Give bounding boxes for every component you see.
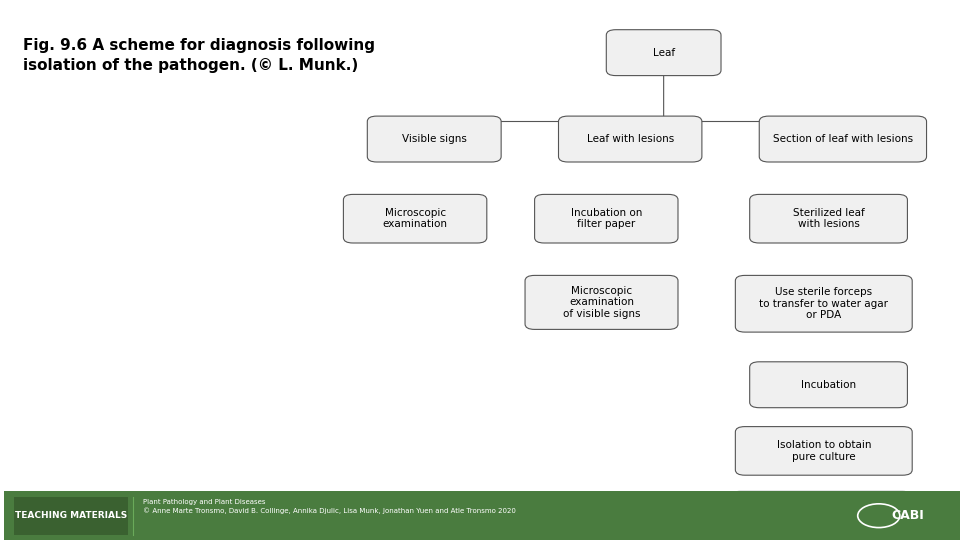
Bar bbox=[4, 491, 960, 540]
Text: Plant Pathology and Plant Diseases
© Anne Marte Tronsmo, David B. Collinge, Anni: Plant Pathology and Plant Diseases © Ann… bbox=[143, 499, 516, 514]
FancyBboxPatch shape bbox=[759, 116, 926, 162]
FancyBboxPatch shape bbox=[750, 362, 907, 408]
FancyBboxPatch shape bbox=[525, 275, 678, 329]
Text: Visible signs: Visible signs bbox=[402, 134, 467, 144]
Text: Leaf with lesions: Leaf with lesions bbox=[587, 134, 674, 144]
FancyBboxPatch shape bbox=[735, 427, 912, 475]
FancyBboxPatch shape bbox=[368, 116, 501, 162]
Text: Section of leaf with lesions: Section of leaf with lesions bbox=[773, 134, 913, 144]
FancyBboxPatch shape bbox=[731, 491, 912, 540]
FancyBboxPatch shape bbox=[750, 194, 907, 243]
Text: Morphological,
biochemical or
molecular analysis: Morphological, biochemical or molecular … bbox=[773, 502, 871, 535]
FancyBboxPatch shape bbox=[344, 194, 487, 243]
FancyBboxPatch shape bbox=[535, 194, 678, 243]
Text: Fig. 9.6 A scheme for diagnosis following
isolation of the pathogen. (© L. Munk.: Fig. 9.6 A scheme for diagnosis followin… bbox=[23, 38, 375, 72]
Text: Isolation to obtain
pure culture: Isolation to obtain pure culture bbox=[777, 440, 871, 462]
Text: Sterilized leaf
with lesions: Sterilized leaf with lesions bbox=[793, 208, 864, 230]
Text: Incubation: Incubation bbox=[801, 380, 856, 390]
Text: CABI: CABI bbox=[891, 509, 924, 522]
Text: Incubation on
filter paper: Incubation on filter paper bbox=[570, 208, 642, 230]
Text: TEACHING MATERIALS: TEACHING MATERIALS bbox=[14, 511, 127, 520]
Text: Leaf: Leaf bbox=[653, 48, 675, 58]
FancyBboxPatch shape bbox=[607, 30, 721, 76]
Bar bbox=[13, 497, 129, 535]
Text: Use sterile forceps
to transfer to water agar
or PDA: Use sterile forceps to transfer to water… bbox=[759, 287, 888, 320]
FancyBboxPatch shape bbox=[559, 116, 702, 162]
FancyBboxPatch shape bbox=[735, 275, 912, 332]
Text: Microscopic
examination: Microscopic examination bbox=[383, 208, 447, 230]
Text: Microscopic
examination
of visible signs: Microscopic examination of visible signs bbox=[563, 286, 640, 319]
